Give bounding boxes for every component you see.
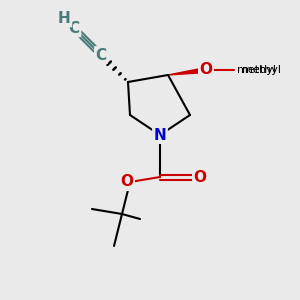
Text: methyl: methyl <box>242 65 281 75</box>
Text: O: O <box>194 169 206 184</box>
Text: H: H <box>58 11 71 26</box>
Text: C: C <box>96 48 107 63</box>
Text: O: O <box>200 62 212 77</box>
Text: C: C <box>69 21 80 36</box>
Text: N: N <box>154 128 166 142</box>
Text: O: O <box>121 175 134 190</box>
Polygon shape <box>168 68 206 75</box>
Text: methyl: methyl <box>237 65 276 75</box>
